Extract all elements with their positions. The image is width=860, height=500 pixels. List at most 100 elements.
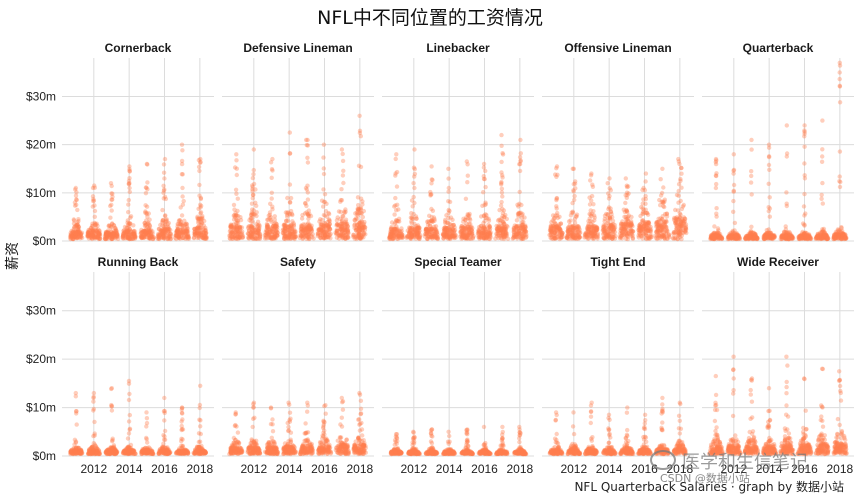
data-point [232,225,237,230]
data-point [70,233,75,238]
data-point [234,218,240,223]
data-point [203,230,209,236]
data-point [107,232,113,237]
data-point [86,233,91,238]
data-point [132,233,137,238]
data-point [499,132,504,138]
data-point [160,234,165,239]
data-point [231,217,237,222]
data-point [500,214,505,219]
data-point [814,234,819,239]
data-point [257,225,262,231]
data-point [131,228,137,234]
data-point [192,230,197,235]
facet-label: Cornerback [105,41,172,55]
data-point [321,142,327,147]
data-point [198,159,203,165]
data-point [91,228,96,233]
data-point [234,225,239,230]
data-point [610,218,616,224]
data-point [126,221,131,226]
data-point [111,231,116,236]
data-point [108,236,114,242]
data-point [307,211,312,216]
facet-label: Running Back [98,255,179,269]
data-point [321,212,327,218]
data-point [127,227,133,232]
data-point [126,197,131,203]
data-point [198,156,203,162]
data-point [150,229,155,234]
data-point [156,234,161,240]
data-point [73,193,79,198]
data-point [121,231,127,236]
data-point [234,213,239,218]
data-point [166,220,171,226]
data-point [481,234,486,239]
data-point [87,232,93,238]
data-point [130,231,135,237]
data-point [93,233,99,238]
data-point [465,173,470,178]
data-point [799,235,804,240]
data-point [109,404,114,409]
data-point [161,235,166,240]
data-point [228,224,233,229]
data-point [237,224,243,230]
y-tick-label: $30m [26,90,56,104]
data-point [770,233,775,238]
data-point [126,397,132,403]
data-point [202,236,208,241]
data-point [354,216,360,222]
data-point [68,232,73,238]
data-point [802,144,807,149]
data-point [749,147,754,152]
data-point [269,219,274,224]
data-point [94,229,99,234]
data-point [146,236,151,241]
data-point [559,235,564,240]
data-point [109,183,114,189]
data-point [640,211,645,216]
data-point [341,168,346,173]
data-point [784,201,789,206]
data-point [157,236,162,242]
data-point [115,232,120,237]
data-point [236,235,241,240]
data-point [131,232,136,237]
data-point [174,229,179,234]
data-point [74,409,79,414]
data-point [301,226,306,232]
data-point [110,191,115,196]
data-point [731,171,736,176]
data-point [393,227,399,232]
data-point [142,228,147,234]
data-point [127,221,133,226]
data-point [103,233,108,239]
data-point [110,194,115,199]
data-point [89,236,95,242]
data-point [161,230,166,236]
data-point [161,162,167,167]
data-point [673,229,678,235]
data-point [240,235,245,240]
data-point [192,226,197,231]
data-point [113,236,118,241]
data-point [146,220,151,225]
data-point [89,230,94,236]
data-point [125,234,131,239]
data-point [106,230,112,236]
data-point [72,233,78,239]
data-point [235,231,241,237]
data-point [389,220,395,225]
data-point [648,229,653,234]
data-point [125,230,131,235]
data-point [124,225,129,230]
data-point [748,180,754,185]
data-point [70,235,75,240]
data-point [358,196,364,201]
data-point [109,221,115,227]
data-point [658,177,663,182]
data-point [115,232,120,237]
data-point [461,233,466,238]
